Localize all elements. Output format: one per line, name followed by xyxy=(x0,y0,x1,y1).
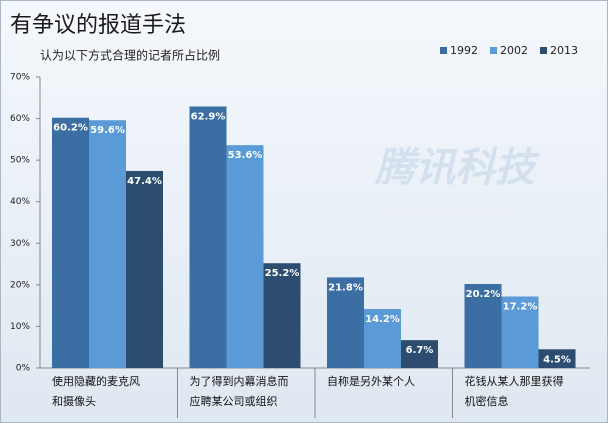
value-label: 14.2% xyxy=(365,314,400,325)
bar xyxy=(126,170,163,368)
x-tick-label: 花钱从某人那里获得 xyxy=(465,374,564,388)
legend-label: 2013 xyxy=(550,44,578,57)
value-label: 59.6% xyxy=(90,125,125,136)
value-label: 20.2% xyxy=(466,289,501,300)
y-tick-label: 30% xyxy=(10,239,30,249)
bar xyxy=(226,145,264,368)
value-label: 62.9% xyxy=(191,112,226,123)
x-tick-label: 和摄像头 xyxy=(52,394,96,408)
value-label: 6.7% xyxy=(406,345,434,356)
value-label: 53.6% xyxy=(228,150,263,161)
x-tick-label: 应聘某公司或组织 xyxy=(190,394,278,408)
bar xyxy=(464,284,502,368)
chart-title: 有争议的报道手法 xyxy=(10,13,186,38)
value-label: 21.8% xyxy=(328,282,363,293)
bar xyxy=(263,263,301,368)
bar xyxy=(501,296,539,368)
value-label: 4.5% xyxy=(543,354,571,365)
y-tick-label: 60% xyxy=(10,114,30,124)
bar xyxy=(538,349,576,368)
bar xyxy=(52,117,89,369)
x-tick-label: 自称是另外某个人 xyxy=(327,374,415,388)
y-tick-label: 20% xyxy=(10,280,30,290)
legend-swatch xyxy=(440,47,447,54)
legend-swatch xyxy=(490,47,497,54)
x-tick-label: 使用隐藏的麦克风 xyxy=(52,374,140,388)
y-tick-label: 0% xyxy=(16,364,31,374)
bar xyxy=(364,308,401,368)
bar xyxy=(327,277,364,368)
watermark: 腾讯科技 xyxy=(374,145,540,191)
legend-swatch xyxy=(540,47,547,54)
chart-subtitle: 认为以下方式合理的记者所占比例 xyxy=(40,48,220,63)
value-label: 47.4% xyxy=(127,176,162,187)
legend-label: 1992 xyxy=(450,44,478,57)
bar xyxy=(189,106,227,368)
bar xyxy=(89,120,126,368)
value-label: 25.2% xyxy=(265,268,300,279)
legend-label: 2002 xyxy=(500,44,528,57)
y-tick-label: 10% xyxy=(10,322,30,332)
y-tick-label: 40% xyxy=(10,197,30,207)
x-tick-label: 为了得到内幕消息而 xyxy=(190,374,289,388)
y-tick-label: 50% xyxy=(10,156,30,166)
value-label: 60.2% xyxy=(53,123,88,134)
y-tick-label: 70% xyxy=(10,73,30,83)
value-label: 17.2% xyxy=(503,301,538,312)
x-tick-label: 机密信息 xyxy=(465,394,509,408)
bar xyxy=(401,340,438,368)
